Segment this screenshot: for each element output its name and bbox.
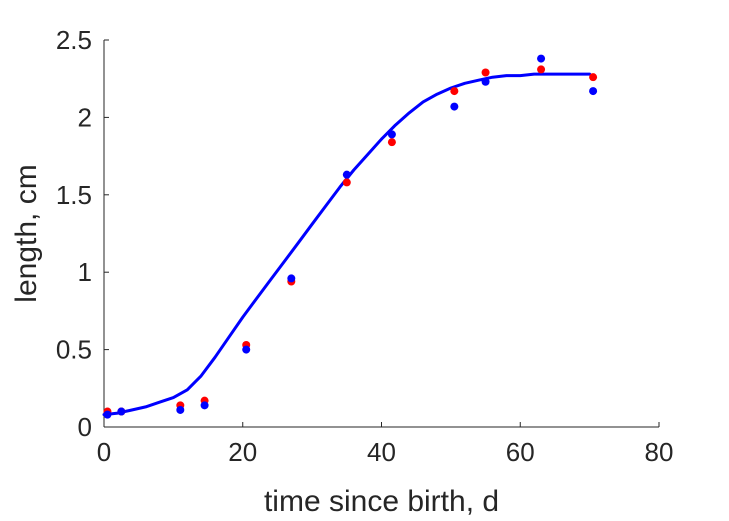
blue-data-point: [242, 345, 251, 354]
blue-data-point: [103, 410, 112, 419]
y-tick-label: 0: [78, 412, 92, 442]
red-data-point: [589, 73, 598, 82]
fit-curve-line: [102, 72, 592, 417]
y-axis-label: length, cm: [10, 164, 43, 302]
x-tick-label: 60: [506, 437, 535, 467]
blue-data-point: [117, 407, 126, 416]
y-tick-label: 2.5: [56, 25, 92, 55]
x-axis-label: time since birth, d: [264, 485, 499, 518]
red-data-point: [481, 68, 490, 77]
y-tick-label: 0.5: [56, 335, 92, 365]
y-tick-label: 1: [78, 257, 92, 287]
y-tick-label: 2: [78, 102, 92, 132]
x-tick-label: 20: [228, 437, 257, 467]
blue-data-point: [537, 54, 546, 63]
x-tick-label: 80: [645, 437, 674, 467]
y-tick-label: 1.5: [56, 180, 92, 210]
x-ticks: 0 20 40 60 80: [97, 422, 674, 467]
red-data-point: [537, 65, 546, 74]
blue-data-point: [589, 87, 598, 96]
blue-data-point: [481, 77, 490, 86]
y-ticks: 0 0.5 1 1.5 2 2.5: [56, 25, 109, 442]
blue-data-point: [176, 405, 185, 414]
red-data-point: [450, 87, 459, 96]
blue-data-point: [342, 170, 351, 179]
blue-data-point: [200, 401, 209, 410]
blue-data-point: [450, 102, 459, 111]
red-data-point: [387, 138, 396, 147]
red-data-point: [342, 178, 351, 187]
series-layer: [102, 54, 598, 419]
blue-data-point: [287, 274, 296, 283]
blue-data-point: [387, 130, 396, 139]
x-tick-label: 40: [367, 437, 396, 467]
x-tick-label: 0: [97, 437, 111, 467]
